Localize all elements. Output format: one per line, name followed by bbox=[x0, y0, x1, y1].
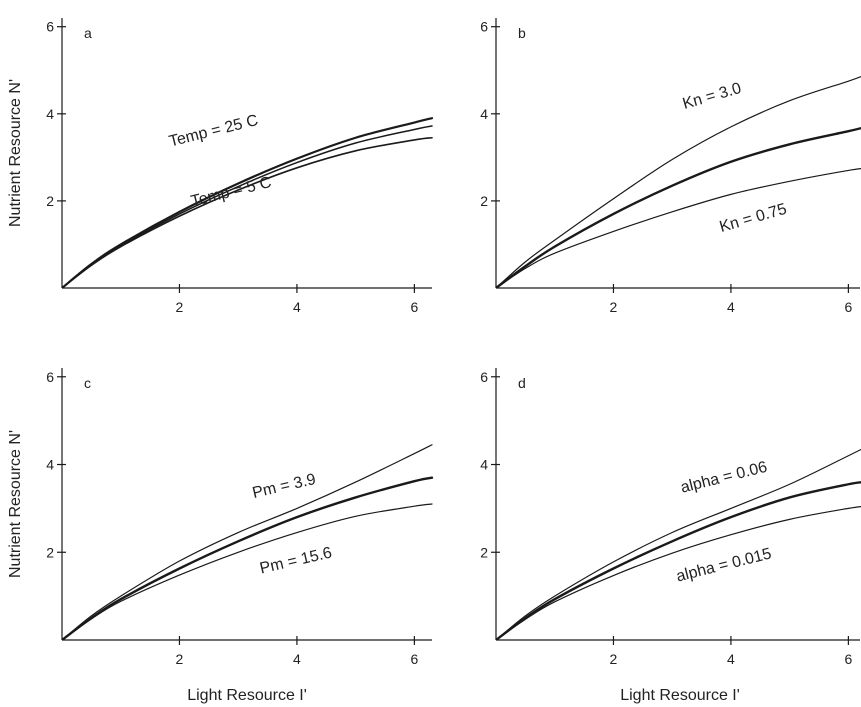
x-tick-label: 6 bbox=[844, 651, 852, 667]
curve-annotation: Temp = 25 C bbox=[167, 112, 260, 151]
y-tick-label: 2 bbox=[480, 544, 488, 560]
series-line-3 bbox=[62, 503, 433, 640]
panel-letter: b bbox=[518, 25, 526, 41]
series-line-3 bbox=[496, 168, 861, 288]
series-line-1 bbox=[496, 75, 861, 288]
y-axis-title: Nutrient Resource N' bbox=[7, 79, 24, 227]
x-axis-title: Light Resource I' bbox=[620, 687, 740, 704]
y-tick-label: 2 bbox=[480, 193, 488, 209]
y-tick-label: 4 bbox=[46, 106, 54, 122]
series-line-2 bbox=[62, 125, 433, 288]
series-line-3 bbox=[62, 136, 433, 288]
panel-letter: c bbox=[84, 375, 91, 391]
panel-letter: d bbox=[518, 375, 526, 391]
y-tick-label: 4 bbox=[480, 457, 488, 473]
x-tick-label: 2 bbox=[610, 651, 618, 667]
y-axis-title: Nutrient Resource N' bbox=[7, 430, 24, 578]
series-line-2 bbox=[62, 476, 434, 640]
curve-annotation: Pm = 3.9 bbox=[251, 471, 318, 502]
panel-a: 2 4 6 2 4 6 a Temp = 25 C Temp = 5 C Nutrient Res… bbox=[7, 18, 434, 315]
series-line-1 bbox=[62, 117, 434, 288]
panel-b: 2 4 6 2 4 6 b Kn = 3.0 Kn = 0.75 bbox=[480, 18, 861, 315]
x-tick-label: 4 bbox=[293, 651, 301, 667]
curve-annotation: Pm = 15.6 bbox=[258, 544, 333, 577]
y-tick-label: 6 bbox=[46, 19, 54, 35]
series-line-1 bbox=[62, 444, 433, 640]
x-tick-label: 4 bbox=[727, 651, 735, 667]
x-tick-label: 6 bbox=[844, 299, 852, 315]
curve-annotation: alpha = 0.06 bbox=[679, 459, 769, 497]
x-tick-label: 4 bbox=[727, 299, 735, 315]
x-tick-label: 2 bbox=[176, 299, 184, 315]
x-tick-label: 2 bbox=[610, 299, 618, 315]
curve-annotation: Kn = 3.0 bbox=[681, 80, 744, 113]
panel-c: 2 4 6 2 4 6 c Pm = 3.9 Pm = 15.6 Nutrient Resourc… bbox=[7, 368, 434, 704]
curve-annotation: Temp = 5 C bbox=[189, 174, 273, 210]
y-tick-label: 6 bbox=[480, 369, 488, 385]
series-line-2 bbox=[496, 126, 861, 288]
y-tick-label: 4 bbox=[480, 106, 488, 122]
y-tick-label: 2 bbox=[46, 544, 54, 560]
y-tick-label: 4 bbox=[46, 457, 54, 473]
y-tick-label: 6 bbox=[480, 19, 488, 35]
x-axis-title: Light Resource I' bbox=[187, 687, 307, 704]
y-tick-label: 6 bbox=[46, 369, 54, 385]
x-tick-label: 6 bbox=[410, 651, 418, 667]
panel-letter: a bbox=[84, 25, 92, 41]
curve-annotation: alpha = 0.015 bbox=[675, 545, 774, 585]
series-line-1 bbox=[496, 448, 861, 640]
x-tick-label: 4 bbox=[293, 299, 301, 315]
curve-annotation: Kn = 0.75 bbox=[718, 201, 789, 236]
series-line-3 bbox=[496, 505, 861, 640]
x-tick-label: 2 bbox=[176, 651, 184, 667]
y-tick-label: 2 bbox=[46, 193, 54, 209]
panel-d: 2 4 6 2 4 6 d alpha = 0.06 alpha = 0.015 Light Re… bbox=[480, 368, 861, 704]
series-line-2 bbox=[496, 481, 861, 640]
x-tick-label: 6 bbox=[410, 299, 418, 315]
